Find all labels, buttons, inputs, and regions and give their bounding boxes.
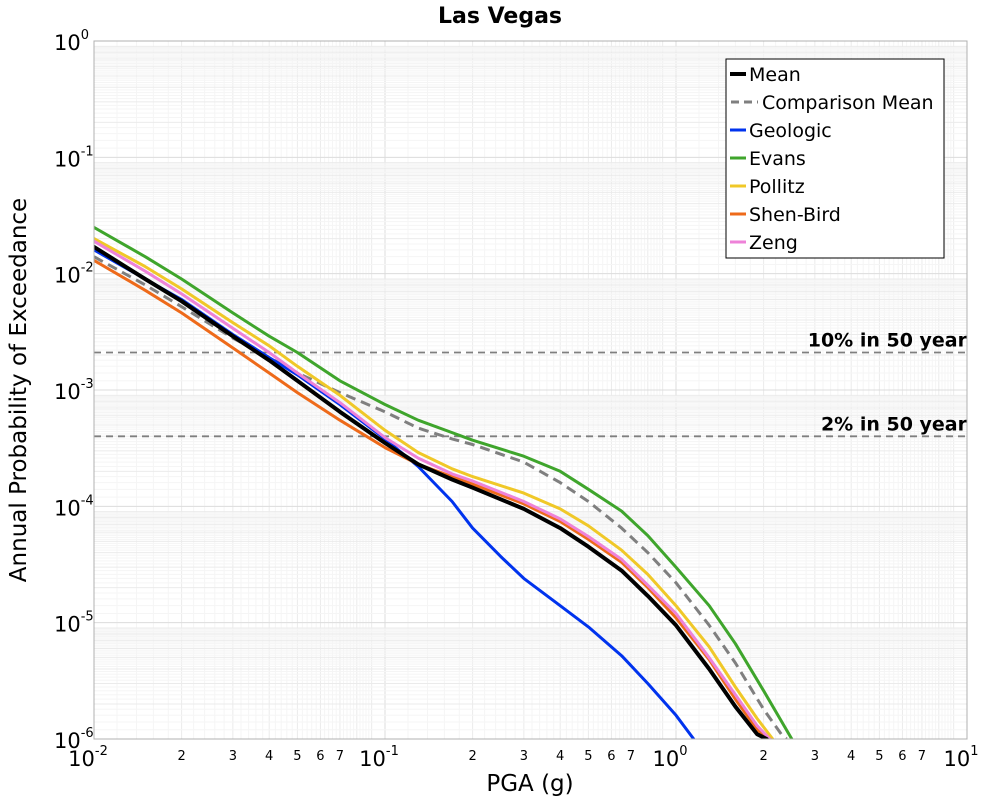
x-minor-tick-label: 2 — [177, 749, 185, 764]
y-tick-base: 10 — [54, 613, 81, 637]
y-tick-base: 10 — [54, 264, 81, 288]
x-minor-tick-label: 5 — [875, 749, 883, 764]
x-tick-label: 10-2 — [68, 744, 108, 771]
plot-frame — [93, 40, 968, 740]
x-tick-label: 101 — [943, 744, 978, 771]
x-minor-tick-label: 3 — [520, 749, 528, 764]
series-line-mean — [94, 244, 769, 739]
y-axis-label: Annual Probability of Exceedance — [6, 198, 32, 582]
legend-entry: Comparison Mean — [762, 92, 934, 114]
x-minor-tick-label: 4 — [847, 749, 855, 764]
series-line-zeng — [94, 239, 772, 739]
y-tick-exponent: -5 — [81, 610, 94, 625]
legend-entry: Mean — [749, 64, 801, 86]
legend-entry: Zeng — [749, 232, 798, 254]
series-line-pollitz — [94, 237, 775, 739]
x-minor-tick-label: 3 — [811, 749, 819, 764]
y-tick-label: 10-6 — [54, 726, 94, 753]
x-minor-tick-label: 7 — [627, 749, 635, 764]
y-tick-base: 10 — [54, 31, 81, 55]
x-minor-tick-label: 6 — [898, 749, 906, 764]
x-tick-base: 10 — [359, 747, 386, 771]
y-tick-label: 10-4 — [54, 493, 94, 520]
x-minor-tick-label: 5 — [293, 749, 301, 764]
legend-box — [725, 58, 945, 259]
y-tick-exponent: 0 — [81, 28, 89, 43]
y-tick-base: 10 — [54, 729, 81, 753]
x-minor-tick-label: 4 — [265, 749, 273, 764]
x-tick-exponent: 0 — [679, 744, 687, 759]
legend: Mean Comparison Mean Geologic Evans Pollitz S… — [725, 58, 945, 259]
y-tick-exponent: -3 — [81, 377, 94, 392]
y-tick-base: 10 — [54, 147, 81, 171]
x-tick-exponent: 1 — [970, 744, 978, 759]
x-tick-exponent: -1 — [386, 744, 399, 759]
x-tick-label: 10-1 — [359, 744, 399, 771]
x-tick-base: 10 — [652, 747, 679, 771]
y-tick-label: 10-1 — [54, 144, 94, 171]
x-minor-tick-label: 6 — [316, 749, 324, 764]
x-minor-tick-label: 7 — [336, 749, 344, 764]
x-tick-base: 10 — [943, 747, 970, 771]
x-minor-tick-label: 7 — [918, 749, 926, 764]
reference-line-label: 2% in 50 year — [821, 413, 968, 435]
x-tick-base: 10 — [68, 747, 95, 771]
x-tick-label: 100 — [652, 744, 687, 771]
legend-entry: Shen-Bird — [749, 204, 841, 226]
y-tick-base: 10 — [54, 496, 81, 520]
x-minor-tick-label: 6 — [607, 749, 615, 764]
legend-entry: Pollitz — [749, 176, 805, 198]
series-line-evans — [94, 225, 794, 739]
y-tick-base: 10 — [54, 380, 81, 404]
y-tick-label: 10-3 — [54, 377, 94, 404]
chart-title: Las Vegas — [438, 4, 562, 29]
series-line-shen-bird — [94, 258, 772, 739]
y-tick-exponent: -1 — [81, 144, 94, 159]
x-axis-label: PGA (g) — [486, 771, 573, 797]
y-tick-exponent: -2 — [81, 261, 94, 276]
reference-line-label: 10% in 50 year — [808, 330, 968, 352]
x-tick-exponent: -2 — [95, 744, 108, 759]
y-tick-exponent: -6 — [81, 726, 94, 741]
x-minor-tick-label: 2 — [759, 749, 767, 764]
legend-entry: Geologic — [749, 120, 832, 142]
y-tick-exponent: -4 — [81, 493, 94, 508]
legend-entry: Evans — [749, 148, 806, 170]
x-minor-tick-label: 3 — [229, 749, 237, 764]
y-tick-label: 10-5 — [54, 610, 94, 637]
x-minor-tick-label: 2 — [468, 749, 476, 764]
y-tick-label: 100 — [54, 28, 89, 55]
x-minor-tick-label: 5 — [584, 749, 592, 764]
series-lines — [94, 225, 794, 739]
x-minor-tick-label: 4 — [556, 749, 564, 764]
y-tick-label: 10-2 — [54, 261, 94, 288]
